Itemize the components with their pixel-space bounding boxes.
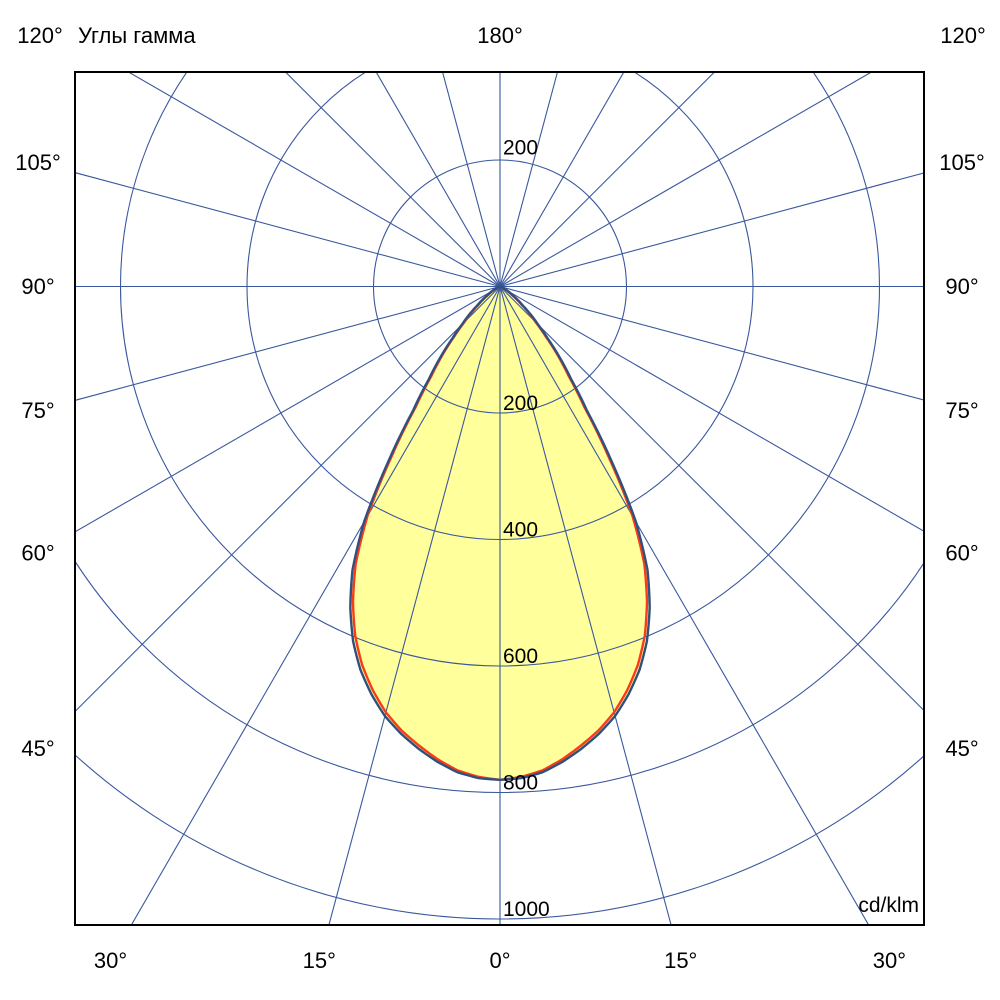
grid-ray-15 <box>499 286 672 925</box>
grid-ray-45 <box>499 286 924 712</box>
grid-ray-150 <box>499 72 625 287</box>
gamma-angle-label-left-75: 75° <box>21 398 54 423</box>
grid-ray-285 <box>75 285 501 401</box>
gamma-angle-label-bottom-0: 30° <box>94 948 127 973</box>
gamma-angle-label-right-45: 45° <box>945 736 978 761</box>
radial-tick-400: 400 <box>503 519 538 542</box>
grid-ray-315 <box>75 286 501 713</box>
chart-title: Углы гамма <box>78 23 196 48</box>
gamma-angle-label-right-60: 60° <box>945 541 978 566</box>
radial-tick-600: 600 <box>503 645 538 668</box>
gamma-angle-label-right-90: 90° <box>945 274 978 299</box>
plot-border <box>74 71 925 926</box>
gamma-angle-label-left-60: 60° <box>21 541 54 566</box>
grid-ray-165 <box>499 72 559 287</box>
grid-ray-330 <box>130 286 501 925</box>
gamma-angle-label-bottom-2: 0° <box>489 948 510 973</box>
grid-ray-60 <box>499 286 924 532</box>
gamma-angle-label-top-center: 180° <box>477 23 523 48</box>
grid-ray-75 <box>499 285 924 401</box>
radial-tick-200: 200 <box>503 392 538 415</box>
radial-tick-upper-200: 200 <box>503 137 538 160</box>
intensity-curve-blue <box>349 285 651 782</box>
grid-ray-345 <box>328 286 501 925</box>
gamma-angle-label-top-right: 120° <box>940 23 986 48</box>
radial-tick-1000: 1000 <box>503 898 550 921</box>
gamma-angle-label-right-105: 105° <box>939 150 985 175</box>
grid-ray-120 <box>499 72 873 287</box>
gamma-angle-label-left-105: 105° <box>15 150 61 175</box>
grid-ray-105 <box>499 172 924 288</box>
grid-ray-30 <box>499 286 870 925</box>
unit-label: cd/klm <box>858 894 919 917</box>
radial-tick-800: 800 <box>503 772 538 795</box>
grid-ray-135 <box>499 72 716 287</box>
gamma-angle-label-top-left: 120° <box>17 23 63 48</box>
grid-ray-255 <box>75 172 501 288</box>
grid-ray-225 <box>284 72 501 287</box>
grid-ray-210 <box>375 72 501 287</box>
gamma-angle-label-bottom-3: 15° <box>664 948 697 973</box>
gamma-angle-label-bottom-4: 30° <box>873 948 906 973</box>
gamma-angle-label-left-45: 45° <box>21 736 54 761</box>
grid-ray-240 <box>127 72 501 287</box>
grid-ray-195 <box>441 72 501 287</box>
gamma-angle-label-right-75: 75° <box>945 398 978 423</box>
grid-ray-300 <box>75 286 501 533</box>
gamma-angle-label-bottom-1: 15° <box>303 948 336 973</box>
gamma-angle-label-left-90: 90° <box>21 274 54 299</box>
